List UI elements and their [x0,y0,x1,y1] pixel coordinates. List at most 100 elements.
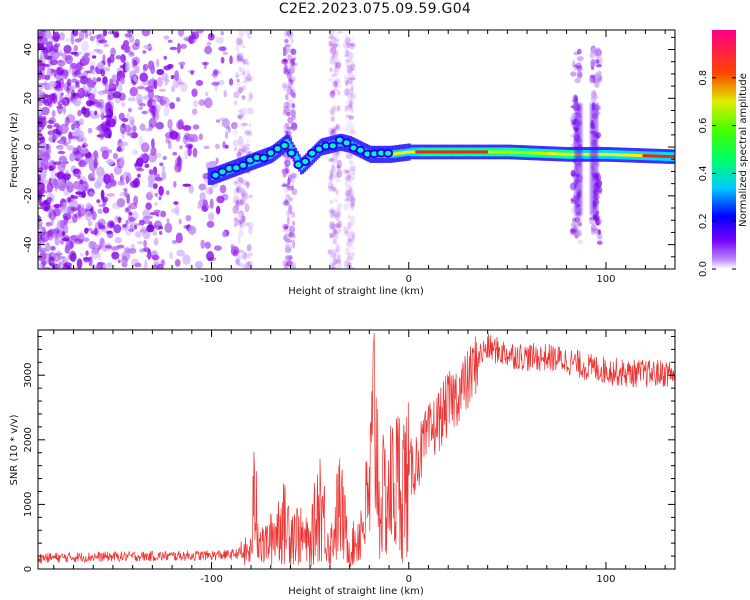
band-blob [241,122,248,127]
ridge-core [504,150,507,154]
band-blob [329,41,336,47]
snr-series [38,333,675,567]
band-blob [346,237,352,242]
band-blob [343,53,350,58]
band-blob [327,77,334,82]
noise-blob [138,106,144,111]
noise-blob [64,116,70,126]
band-blob [246,70,250,78]
noise-blob [193,100,199,108]
noise-blob [41,231,50,243]
noise-blob [206,41,212,46]
noise-blob [157,263,164,269]
colorbar-tick-label: 0.4 [698,165,709,181]
noise-blob [73,45,79,52]
ridge-core [464,150,468,154]
band-blob [282,153,287,158]
noise-blob [112,202,122,210]
noise-blob [79,179,83,185]
ridge-core [530,151,534,155]
noise-blob [89,36,95,42]
band-blob [237,86,244,94]
band-blob [349,238,354,243]
band-blob [286,216,290,225]
band-blob [234,221,242,226]
band-blob [290,264,296,269]
band-blob [576,48,582,55]
band-blob [336,61,342,69]
band-blob [343,76,350,85]
ridge-core [605,152,608,156]
band-blob [237,176,244,183]
ridge-core [514,150,518,154]
band-blob [348,64,355,72]
noise-blob [154,192,159,197]
band-blob [351,42,356,50]
band-blob [327,127,333,136]
noise-blob [62,237,70,242]
noise-blob [96,199,101,204]
noise-blob [116,198,126,208]
ridge-core [434,150,438,154]
noise-blob [150,212,156,216]
band-blob [332,50,339,58]
band-blob [330,54,335,60]
band-blob [285,93,289,101]
noise-blob [103,173,111,185]
band-blob [575,215,583,224]
snr-x-tick-label: 0 [406,574,412,585]
ridge-core [640,154,644,158]
noise-blob [139,103,147,107]
noise-blob [63,215,69,226]
ridge-core [500,150,504,154]
band-blob [290,211,296,219]
band-blob [240,107,247,116]
noise-blob [150,250,158,260]
band-blob [246,180,250,189]
colorbar: 0.0 0.2 0.4 0.6 0.8 Normalized spectral ampl… [698,30,749,277]
band-blob [350,106,355,114]
band-blob [335,242,340,252]
noise-blob [38,253,47,262]
ridge-core [422,150,425,154]
noise-blob [127,205,131,214]
noise-blob [176,161,182,172]
noise-blob [83,109,91,118]
ridge-core [431,150,434,154]
noise-blob [172,151,178,156]
noise-blob [43,252,53,264]
band-blob [332,189,337,193]
band-blob [343,74,351,80]
noise-blob [167,39,173,43]
spectrogram-frame [37,29,676,270]
band-blob [244,76,248,83]
noise-blob [130,220,136,225]
noise-blob [64,244,71,254]
band-blob [351,233,355,241]
noise-blob [153,79,158,90]
band-blob [334,38,339,42]
band-blob [240,193,247,197]
ridge-core [519,150,523,154]
noise-blob [94,244,99,250]
band-blob [346,220,351,229]
colorbar-tick-label: 0.6 [698,118,709,134]
noise-blob [129,118,135,126]
noise-blob [47,120,54,124]
noise-blob [94,110,98,116]
band-blob [330,131,336,137]
band-blob [343,259,350,269]
band-blob [239,68,247,77]
band-blob [348,37,352,43]
band-blob [590,66,595,71]
noise-blob [91,168,95,180]
band-blob [346,92,354,100]
band-blob [336,171,340,176]
noise-blob [98,39,108,44]
noise-blob [46,31,51,39]
band-blob [283,45,291,54]
noise-blob [129,223,134,231]
snr-x-axis-label: Height of straight line (km) [288,586,424,597]
noise-blob [80,175,84,180]
noise-blob [121,128,125,140]
